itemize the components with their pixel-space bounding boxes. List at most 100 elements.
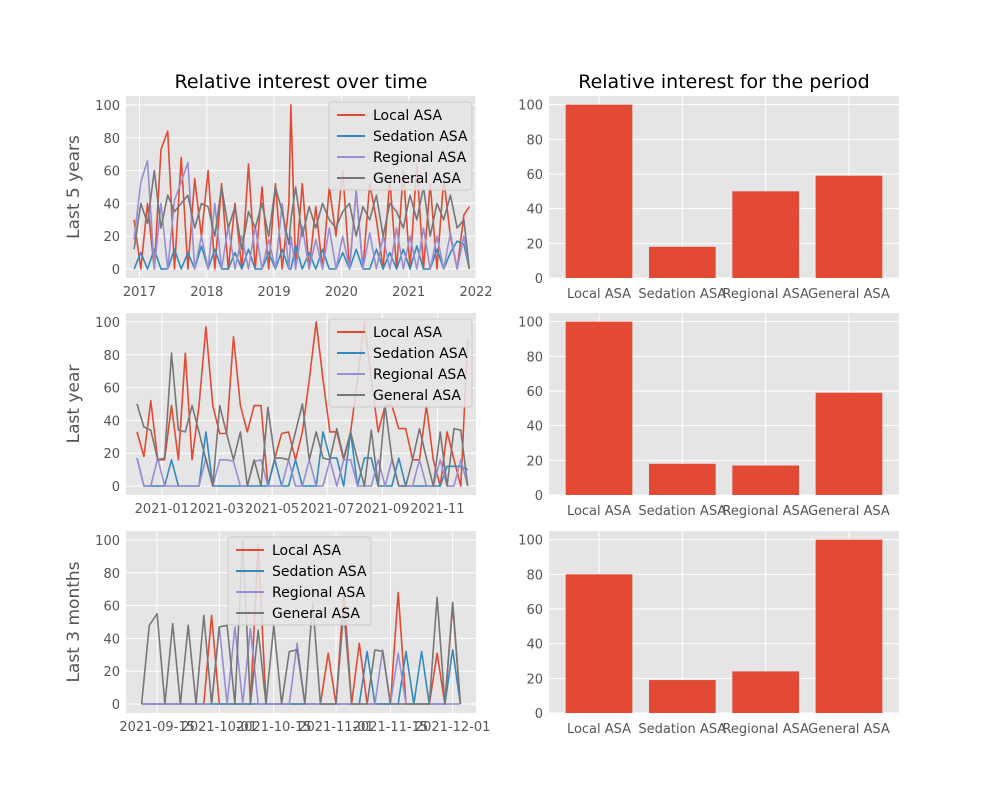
y-tick-label: 40 [103, 197, 120, 212]
bar [649, 463, 716, 495]
bar [732, 191, 799, 278]
legend-label: Local ASA [373, 108, 442, 124]
x-tick-label: Local ASA [567, 722, 631, 737]
x-tick-label: Sedation ASA [638, 287, 726, 302]
x-tick-label: 2018 [190, 285, 223, 300]
x-tick-label: 2021-01 [135, 502, 189, 517]
y-tick-label: 60 [526, 385, 543, 400]
x-tick-label: Local ASA [567, 287, 631, 302]
bar [565, 321, 633, 495]
x-tick-label: 2021-03 [190, 502, 244, 517]
x-tick-label: 2021-07 [300, 502, 354, 517]
right-column-title: Relative interest for the period [578, 71, 870, 93]
legend-label: Sedation ASA [373, 129, 468, 145]
x-tick-label: 2020 [325, 285, 358, 300]
bar [565, 574, 633, 713]
y-tick-label: 100 [518, 316, 543, 331]
y-tick-label: 60 [103, 382, 120, 397]
x-tick-label: 2021-05 [245, 502, 299, 517]
y-tick-label: 20 [103, 230, 120, 245]
y-tick-label: 80 [526, 568, 543, 583]
series-line [136, 457, 469, 487]
x-tick-label: 2021 [392, 285, 425, 300]
x-tick-label: General ASA [808, 722, 890, 737]
bar [815, 392, 883, 495]
x-tick-label: Regional ASA [722, 504, 809, 519]
y-tick-label: 100 [95, 316, 120, 331]
bar-chart-panel: 0 20 40 60 80 100 Local ASA Sedation ASARegiona… [518, 313, 899, 519]
y-tick-label: 80 [103, 567, 120, 582]
y-tick-label: 20 [103, 665, 120, 680]
y-tick-label: 20 [103, 447, 120, 462]
y-tick-label: 0 [535, 489, 543, 504]
x-tick-label: Sedation ASA [638, 722, 726, 737]
legend-label: General ASA [272, 606, 360, 622]
x-tick-label: General ASA [808, 287, 890, 302]
x-tick-label: 2021-09-15 [119, 720, 195, 735]
bar [565, 104, 633, 279]
legend-label: Local ASA [272, 543, 341, 559]
y-tick-label: 20 [526, 454, 543, 469]
bar [732, 671, 799, 713]
y-tick-label: 40 [526, 203, 543, 218]
y-tick-label: 60 [103, 600, 120, 615]
legend-label: Regional ASA [373, 367, 467, 383]
series-line [133, 160, 471, 270]
y-tick-label: 100 [95, 534, 120, 549]
bar-chart-panel: 0 20 40 60 80 100 Local ASA Sedation ASARegiona… [518, 96, 899, 302]
bar-chart-panel: 0 20 40 60 80 100 Local ASA Sedation ASARegiona… [518, 531, 899, 737]
x-tick-label: 2021-11-15 [353, 720, 429, 735]
x-tick-label: Sedation ASA [638, 504, 726, 519]
legend-label: Sedation ASA [272, 564, 367, 580]
y-axis-label: Last 3 months [64, 561, 84, 682]
bar [649, 680, 716, 713]
y-tick-label: 40 [103, 632, 120, 647]
legend-label: Regional ASA [373, 150, 467, 166]
y-tick-label: 80 [103, 349, 120, 364]
bar [815, 175, 883, 278]
line-chart-panel: 0 20 40 60 80 100 2017 2018 2019 2020 2021 2022 Last… [64, 96, 493, 300]
y-tick-label: 80 [526, 133, 543, 148]
y-tick-label: 20 [526, 672, 543, 687]
x-tick-label: 2017 [123, 285, 156, 300]
bar [732, 465, 799, 495]
line-chart-panel: 0 20 40 60 80 100 2021-09-152021-10-012021-10-… [64, 531, 490, 735]
y-tick-label: 0 [112, 263, 120, 278]
y-tick-label: 0 [535, 272, 543, 287]
x-tick-label: 2021-12-01 [415, 720, 491, 735]
x-tick-label: Regional ASA [722, 287, 809, 302]
legend-label: Regional ASA [272, 585, 366, 601]
y-tick-label: 0 [112, 480, 120, 495]
x-tick-label: 2021-10-01 [182, 720, 258, 735]
x-tick-label: 2022 [459, 285, 492, 300]
x-tick-label: 2021-10-15 [236, 720, 312, 735]
legend-label: Local ASA [373, 325, 442, 341]
series-line [140, 539, 462, 705]
legend-box [328, 318, 473, 408]
x-tick-label: Regional ASA [722, 722, 809, 737]
line-chart-panel: 0 20 40 60 80 100 2021-01 2021-03 2021-05 2021-07… [64, 313, 476, 517]
legend-label: Sedation ASA [373, 346, 468, 362]
series-line [133, 240, 471, 270]
y-tick-label: 40 [103, 414, 120, 429]
y-tick-label: 80 [103, 132, 120, 147]
y-tick-label: 60 [103, 165, 120, 180]
y-tick-label: 60 [526, 168, 543, 183]
x-tick-label: 2019 [258, 285, 291, 300]
y-tick-label: 60 [526, 603, 543, 618]
bar [815, 539, 883, 713]
legend-label: General ASA [373, 388, 461, 404]
y-tick-label: 40 [526, 420, 543, 435]
y-axis-label: Last 5 years [64, 135, 84, 239]
y-tick-label: 100 [518, 99, 543, 114]
series-line [136, 352, 469, 487]
x-tick-label: 2021-11-01 [298, 720, 374, 735]
x-tick-label: General ASA [808, 504, 890, 519]
y-axis-label: Last year [64, 365, 84, 444]
legend-box [328, 101, 473, 191]
y-tick-label: 80 [526, 350, 543, 365]
y-tick-label: 40 [526, 638, 543, 653]
y-tick-label: 0 [112, 698, 120, 713]
x-tick-label: 2021-11 [410, 502, 464, 517]
